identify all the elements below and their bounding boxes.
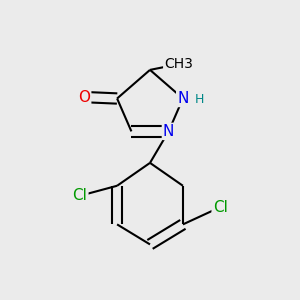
Text: N: N — [177, 91, 189, 106]
Text: Cl: Cl — [73, 188, 87, 203]
Text: Cl: Cl — [213, 200, 227, 215]
Text: H: H — [194, 93, 204, 106]
Text: CH3: CH3 — [164, 57, 193, 71]
Text: N: N — [163, 124, 174, 139]
Text: O: O — [78, 90, 90, 105]
